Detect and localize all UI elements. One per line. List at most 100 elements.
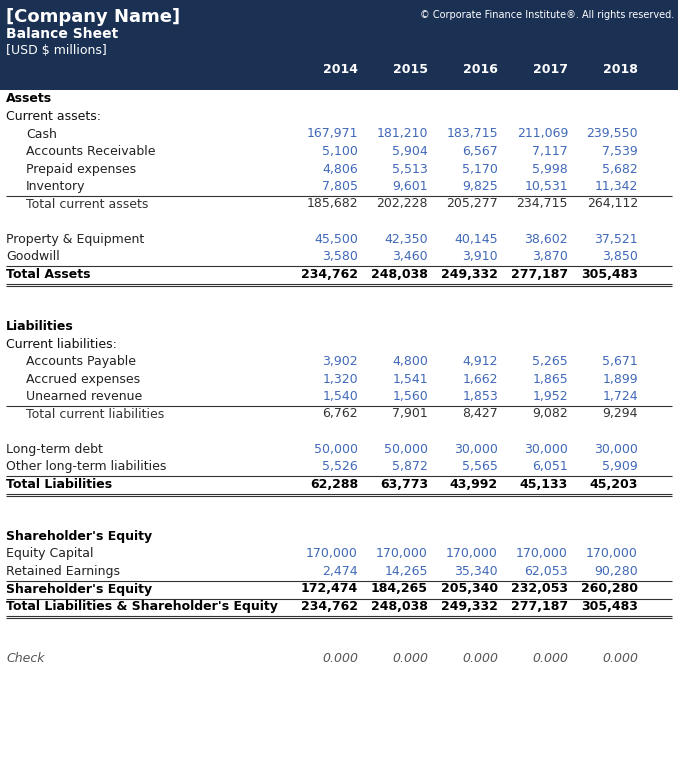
Text: 6,762: 6,762 [322,407,358,420]
Text: 5,513: 5,513 [393,163,428,175]
Text: 7,901: 7,901 [393,407,428,420]
Text: 260,280: 260,280 [581,582,638,595]
Text: Goodwill: Goodwill [6,250,60,263]
Text: 50,000: 50,000 [314,443,358,456]
Text: 14,265: 14,265 [384,565,428,578]
Text: Total current assets: Total current assets [26,198,148,211]
Text: [Company Name]: [Company Name] [6,8,180,26]
Text: 63,773: 63,773 [380,478,428,491]
Text: Property & Equipment: Property & Equipment [6,233,144,246]
Text: © Corporate Finance Institute®. All rights reserved.: © Corporate Finance Institute®. All righ… [420,10,674,20]
Text: 1,952: 1,952 [532,390,568,403]
Text: 232,053: 232,053 [511,582,568,595]
Text: 3,910: 3,910 [462,250,498,263]
Text: 42,350: 42,350 [384,233,428,246]
Text: Accrued expenses: Accrued expenses [26,372,140,385]
Text: 8,427: 8,427 [462,407,498,420]
Text: 1,540: 1,540 [322,390,358,403]
Text: 10,531: 10,531 [524,180,568,193]
Text: Inventory: Inventory [26,180,85,193]
Text: 5,565: 5,565 [462,460,498,473]
Text: 249,332: 249,332 [441,600,498,613]
Text: 1,865: 1,865 [532,372,568,385]
Text: [USD $ millions]: [USD $ millions] [6,44,106,57]
Text: 0.000: 0.000 [532,652,568,665]
Text: 0.000: 0.000 [392,652,428,665]
Text: 2018: 2018 [603,63,638,76]
Text: 7,117: 7,117 [532,145,568,158]
Text: Assets: Assets [6,92,52,105]
Text: 90,280: 90,280 [594,565,638,578]
Text: 4,806: 4,806 [322,163,358,175]
Text: 45,133: 45,133 [520,478,568,491]
Text: 1,320: 1,320 [322,372,358,385]
Text: Shareholder's Equity: Shareholder's Equity [6,582,152,595]
Text: 1,662: 1,662 [462,372,498,385]
Text: 248,038: 248,038 [371,600,428,613]
Text: 5,526: 5,526 [322,460,358,473]
Text: 11,342: 11,342 [595,180,638,193]
Text: 9,825: 9,825 [462,180,498,193]
Text: 45,203: 45,203 [590,478,638,491]
Text: 43,992: 43,992 [450,478,498,491]
Text: 5,671: 5,671 [602,355,638,368]
Text: 38,602: 38,602 [524,233,568,246]
Text: 239,550: 239,550 [586,127,638,140]
Text: Total Assets: Total Assets [6,268,90,281]
Text: Long-term debt: Long-term debt [6,443,103,456]
Text: Accounts Receivable: Accounts Receivable [26,145,155,158]
Text: Cash: Cash [26,127,57,140]
Text: 1,853: 1,853 [462,390,498,403]
Text: 0.000: 0.000 [322,652,358,665]
Text: 2014: 2014 [323,63,358,76]
Text: Liabilities: Liabilities [6,320,74,333]
Text: 9,082: 9,082 [532,407,568,420]
Text: 30,000: 30,000 [524,443,568,456]
Text: 37,521: 37,521 [595,233,638,246]
Text: 7,539: 7,539 [602,145,638,158]
Text: 277,187: 277,187 [511,268,568,281]
Text: 2,474: 2,474 [322,565,358,578]
Text: 5,265: 5,265 [532,355,568,368]
Text: Current assets:: Current assets: [6,110,101,123]
Text: Current liabilities:: Current liabilities: [6,337,117,350]
Text: 172,474: 172,474 [301,582,358,595]
Text: 62,053: 62,053 [524,565,568,578]
Text: 1,541: 1,541 [393,372,428,385]
Text: 6,051: 6,051 [532,460,568,473]
Text: Equity Capital: Equity Capital [6,548,94,561]
Text: 2015: 2015 [393,63,428,76]
Text: Check: Check [6,652,45,665]
Text: 5,100: 5,100 [322,145,358,158]
Text: 3,870: 3,870 [532,250,568,263]
Text: 185,682: 185,682 [306,198,358,211]
Text: 167,971: 167,971 [306,127,358,140]
Text: 30,000: 30,000 [454,443,498,456]
Text: 2016: 2016 [463,63,498,76]
Text: 205,277: 205,277 [446,198,498,211]
Text: 170,000: 170,000 [446,548,498,561]
Text: 62,288: 62,288 [310,478,358,491]
Text: 3,902: 3,902 [322,355,358,368]
Text: 3,580: 3,580 [322,250,358,263]
Text: 1,899: 1,899 [602,372,638,385]
Text: 5,682: 5,682 [602,163,638,175]
Text: Accounts Payable: Accounts Payable [26,355,136,368]
Text: Unearned revenue: Unearned revenue [26,390,142,403]
Text: 4,800: 4,800 [392,355,428,368]
Text: 35,340: 35,340 [454,565,498,578]
Text: Total Liabilities: Total Liabilities [6,478,112,491]
Text: 5,872: 5,872 [392,460,428,473]
Text: 248,038: 248,038 [371,268,428,281]
Text: 170,000: 170,000 [306,548,358,561]
Text: 45,500: 45,500 [314,233,358,246]
Text: 2017: 2017 [533,63,568,76]
Text: 1,560: 1,560 [393,390,428,403]
Text: Total current liabilities: Total current liabilities [26,407,164,420]
Text: 4,912: 4,912 [462,355,498,368]
Text: Prepaid expenses: Prepaid expenses [26,163,136,175]
Text: 5,909: 5,909 [602,460,638,473]
Text: 234,762: 234,762 [301,600,358,613]
Text: 234,715: 234,715 [517,198,568,211]
Text: 0.000: 0.000 [462,652,498,665]
